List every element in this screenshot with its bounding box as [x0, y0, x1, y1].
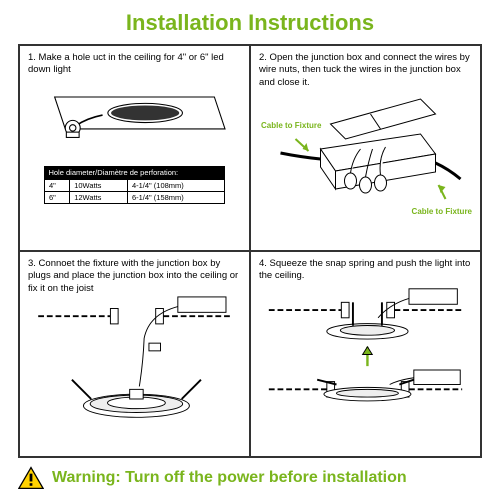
step-4-text: 4. Squeeze the snap spring and push the … [259, 258, 472, 283]
step-3-text: 3. Connoet the fixture with the junction… [28, 258, 241, 295]
warning-icon [18, 466, 44, 490]
step-1-panel: 1. Make a hole uct in the ceiling for 4"… [19, 45, 250, 251]
table-row: 4" 10Watts 4-1/4" (108mm) [44, 180, 224, 192]
table-row: 6" 12Watts 6-1/4" (158mm) [44, 192, 224, 204]
step-2-text: 2. Open the junction box and connect the… [259, 52, 472, 89]
table-header: Hole diameter/Diamètre de perforation: [44, 166, 224, 180]
steps-grid: 1. Make a hole uct in the ceiling for 4"… [18, 44, 482, 458]
cable-label-1: Cable to Fixture [261, 121, 321, 130]
step-4-diagram [259, 283, 472, 428]
step-3-diagram [28, 295, 241, 425]
warning-text: Warning: Turn off the power before insta… [52, 469, 407, 487]
step-2-panel: 2. Open the junction box and connect the… [250, 45, 481, 251]
step-3-panel: 3. Connoet the fixture with the junction… [19, 251, 250, 457]
page-title: Installation Instructions [18, 10, 482, 36]
step-1-diagram [28, 81, 241, 156]
step-2-diagram [259, 89, 472, 224]
step-4-panel: 4. Squeeze the snap spring and push the … [250, 251, 481, 457]
hole-diameter-table: Hole diameter/Diamètre de perforation: 4… [44, 166, 225, 204]
warning-row: Warning: Turn off the power before insta… [18, 466, 482, 490]
step-1-text: 1. Make a hole uct in the ceiling for 4"… [28, 52, 241, 77]
cable-label-2: Cable to Fixture [412, 207, 472, 216]
